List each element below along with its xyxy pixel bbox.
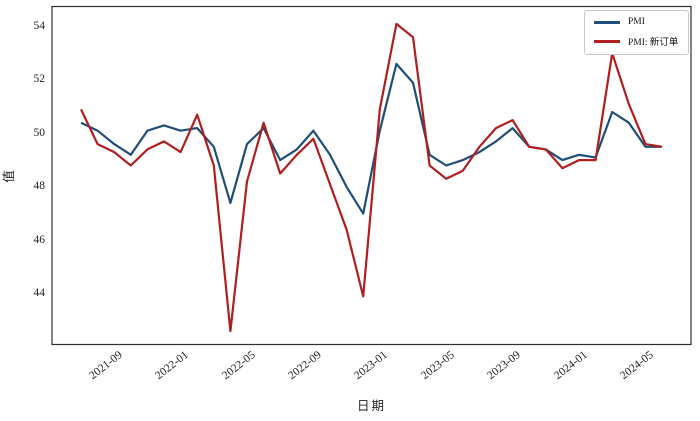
pmi-new-orders-line-swatch (594, 39, 620, 43)
legend-label-pmi-new-orders: PMI: 新订单 (628, 38, 679, 48)
pmi-line-swatch (594, 20, 620, 24)
legend-item-pmi-new-orders: PMI: 新订单 (594, 34, 680, 48)
y-tick-label: 44 (33, 287, 46, 300)
legend-label-pmi: PMI (628, 17, 645, 27)
y-tick-label: 48 (33, 180, 46, 193)
x-axis-title: 日期 (356, 399, 386, 413)
pmi-new-orders-line (80, 22, 663, 333)
y-tick-label: 54 (33, 20, 46, 33)
y-tick-label: 46 (33, 233, 46, 246)
y-tick-label: 52 (33, 73, 46, 86)
pmi-line (80, 62, 662, 215)
legend-item-pmi: PMI (594, 17, 680, 27)
plot-border (51, 5, 692, 346)
y-tick-label: 50 (33, 126, 46, 139)
legend: PMI PMI: 新订单 (584, 10, 689, 55)
